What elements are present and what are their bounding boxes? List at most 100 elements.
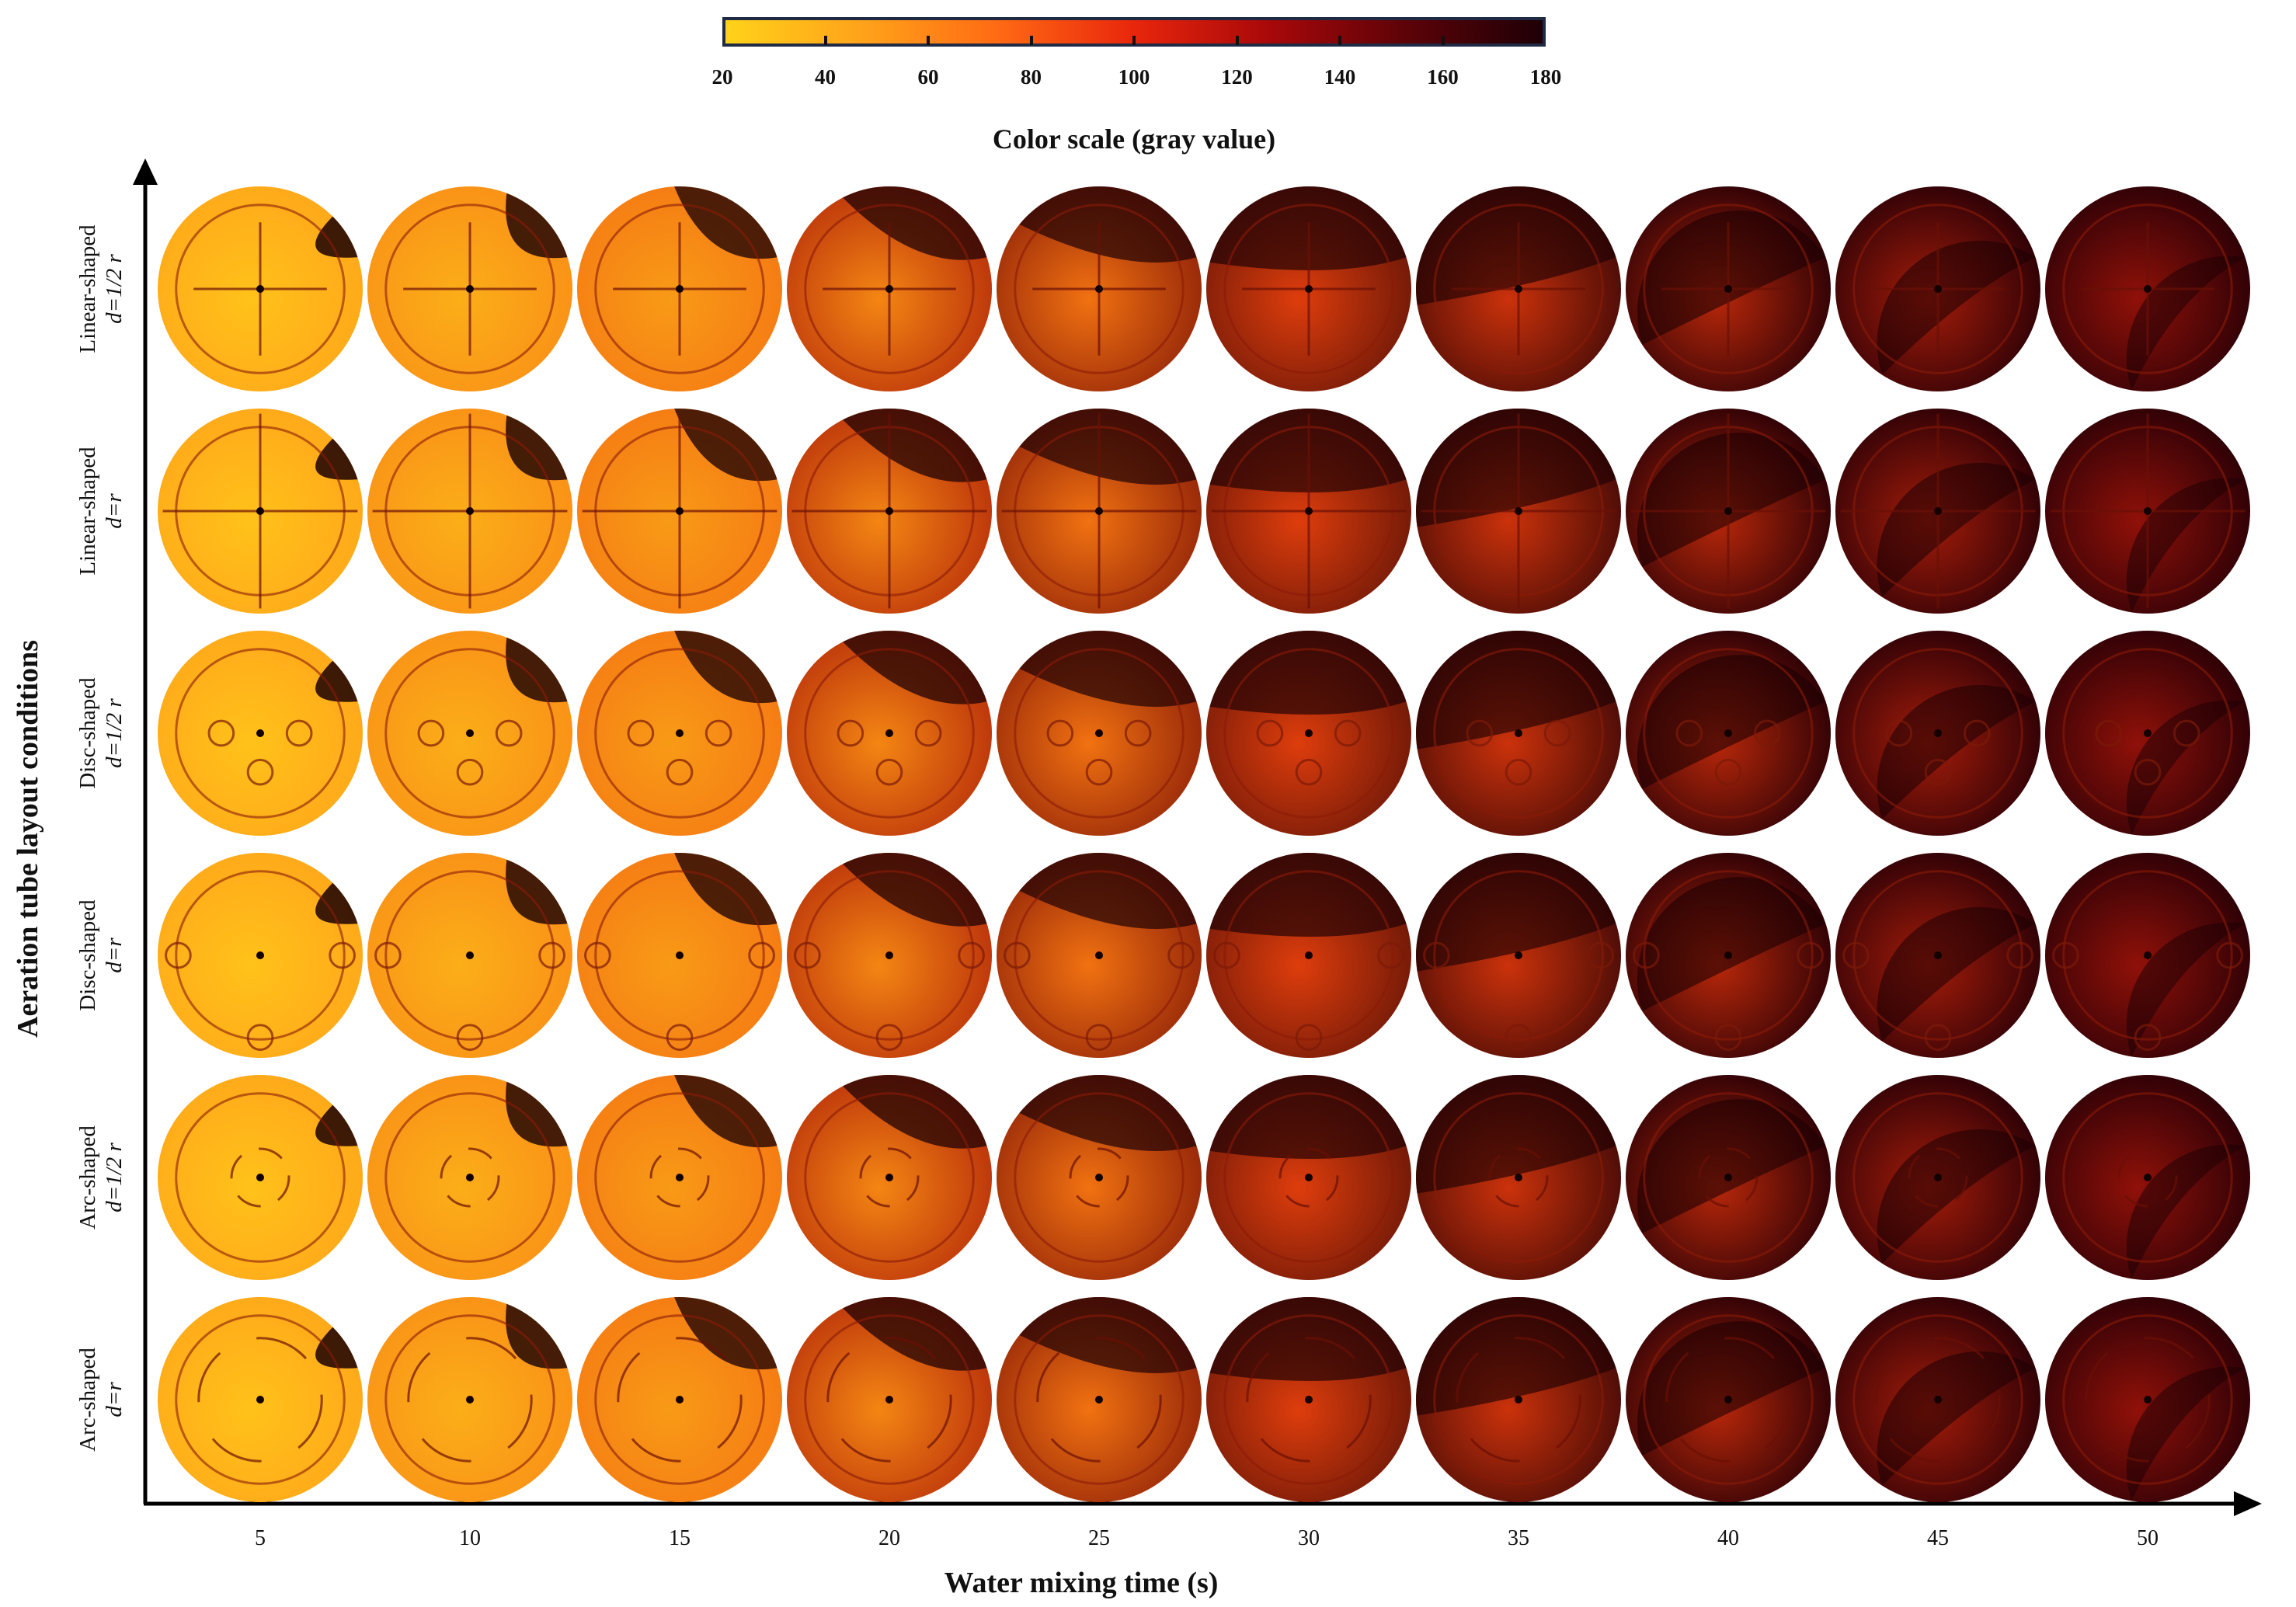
x-axis-arrow-icon	[2234, 1491, 2262, 1516]
dye-plume	[506, 1303, 568, 1369]
center-shaft	[2144, 729, 2152, 737]
disc-aeration-tube	[1714, 1024, 1742, 1051]
center-shaft	[256, 507, 264, 515]
mixing-snapshot	[1626, 409, 1831, 614]
row-label: Arc-shaped d=1/2 r	[75, 1125, 127, 1230]
center-shaft	[676, 729, 684, 737]
colorbar-title: Color scale (gray value)	[992, 123, 1276, 155]
disc-aeration-tube	[495, 719, 523, 747]
center-shaft	[1724, 729, 1732, 737]
dye-plume	[674, 409, 778, 482]
disc-aeration-tube	[958, 941, 985, 969]
dye-plume	[1209, 852, 1407, 937]
mixing-snapshot	[367, 1075, 572, 1280]
center-shaft	[1515, 729, 1522, 737]
center-shaft	[256, 729, 264, 737]
disc-aeration-tube	[666, 1024, 694, 1051]
mixing-snapshot	[2045, 853, 2250, 1058]
center-shaft	[1095, 951, 1103, 959]
colorbar-ticks: 20 40 60 80 100 120 140 160 180	[712, 36, 1561, 93]
disc-aeration-tube	[1633, 941, 1660, 969]
center-shaft	[1095, 729, 1103, 737]
mixing-snapshot	[367, 409, 572, 614]
dye-plume	[1416, 1296, 1616, 1416]
disc-aeration-tube	[837, 719, 864, 747]
mixing-snapshot	[2045, 186, 2250, 391]
x-tick-label: 30	[1298, 1526, 1320, 1550]
y-axis-arrow-icon	[133, 158, 158, 185]
center-shaft	[1515, 1174, 1522, 1181]
tank-ring	[175, 1092, 346, 1263]
arc-aeration-tube	[1456, 1337, 1581, 1463]
tank-ring	[1223, 1314, 1394, 1485]
x-tick-label: 50	[2137, 1526, 2159, 1550]
tank-ring	[2062, 870, 2233, 1041]
arc-aeration-tube	[440, 1147, 500, 1208]
x-tick-label: 45	[1927, 1526, 1949, 1550]
dye-plume	[674, 631, 778, 704]
dye-plume	[1416, 186, 1616, 305]
center-shaft	[1724, 1174, 1732, 1181]
disc-aeration-tube	[584, 941, 611, 969]
dye-plume	[1637, 655, 1826, 789]
disc-aeration-tube	[456, 1024, 484, 1051]
dye-plume	[1637, 210, 1826, 345]
center-shaft	[466, 1174, 474, 1181]
center-shaft	[676, 951, 684, 959]
row-label-name: Arc-shaped	[75, 1348, 100, 1452]
tank-ring	[175, 870, 346, 1041]
dye-plume	[1019, 1297, 1197, 1373]
disc-aeration-tube	[246, 758, 274, 786]
mixing-snapshot	[577, 1297, 782, 1502]
mixing-snapshot	[158, 1075, 363, 1280]
tank-ring	[804, 1314, 975, 1485]
tank-ring	[384, 648, 555, 819]
tank-ring	[1433, 203, 1604, 374]
disc-aeration-tube	[1543, 719, 1571, 747]
disc-aeration-tube	[1675, 719, 1703, 747]
mixing-snapshot	[158, 409, 363, 614]
dye-plume	[1415, 1074, 1616, 1194]
dye-plume	[506, 415, 568, 481]
disc-aeration-tube	[1295, 1024, 1323, 1051]
center-shaft	[1305, 729, 1313, 737]
tank-ring	[1223, 1092, 1394, 1263]
disc-aeration-tube	[538, 941, 565, 969]
mixing-snapshot	[1835, 409, 2040, 614]
center-shaft	[885, 729, 893, 737]
center-shaft	[1305, 1174, 1313, 1181]
colorbar-tick-label: 100	[1118, 65, 1150, 89]
arc-aeration-tube	[407, 1337, 533, 1463]
disc-aeration-tube	[914, 719, 942, 747]
disc-aeration-tube	[1334, 719, 1362, 747]
center-shaft	[1934, 951, 1942, 959]
colorbar-tick	[823, 36, 827, 45]
mixing-snapshot	[1415, 1074, 1621, 1280]
tank-ring	[384, 870, 555, 1041]
arc-aeration-tube	[1246, 1337, 1372, 1463]
mixing-snapshot	[158, 853, 363, 1058]
row-label-name: Arc-shaped	[75, 1125, 100, 1230]
arc-aeration-tube	[826, 1337, 952, 1463]
tank-ring	[594, 1314, 765, 1485]
center-shaft	[466, 951, 474, 959]
row-label-condition: d=r	[102, 1382, 127, 1417]
dye-plume	[1877, 684, 2036, 819]
center-shaft	[2144, 1174, 2152, 1181]
mixing-snapshot	[1206, 408, 1411, 614]
arc-aeration-tube	[1908, 1147, 1968, 1208]
tank-ring	[1433, 1314, 1604, 1485]
disc-aeration-tube	[875, 1024, 903, 1051]
tank-ring	[384, 1314, 555, 1485]
mixing-snapshot	[787, 1074, 992, 1280]
dye-plume	[674, 1075, 778, 1148]
dye-plume	[1019, 853, 1197, 929]
mixing-snapshot	[158, 186, 363, 391]
tank-ring	[804, 648, 975, 819]
center-shaft	[1934, 507, 1942, 515]
mixing-snapshot	[1416, 408, 1621, 614]
center-shaft	[885, 1396, 893, 1404]
arc-aeration-tube	[1069, 1147, 1129, 1208]
center-shaft	[676, 507, 684, 515]
dye-plume	[315, 438, 358, 480]
